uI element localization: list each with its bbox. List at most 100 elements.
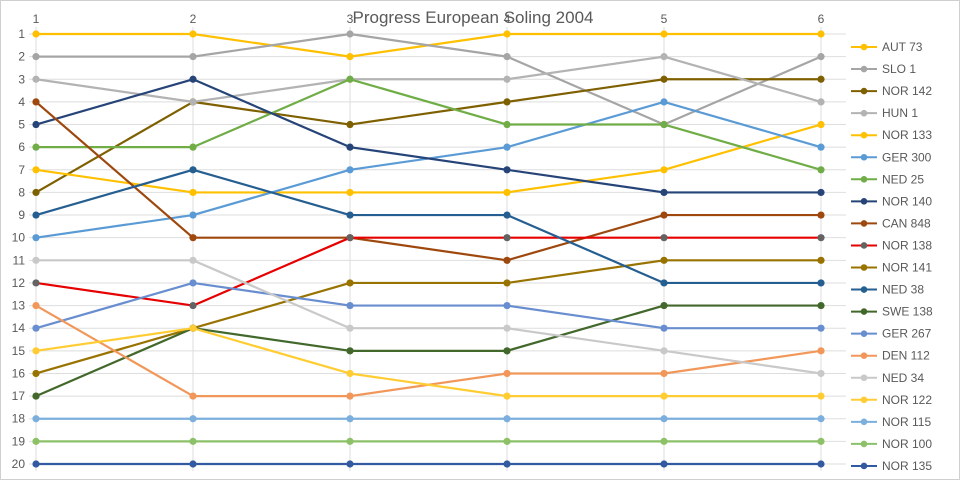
series-point — [346, 460, 354, 468]
legend-item-nor-140: NOR 140 — [851, 194, 932, 208]
series-ned-38 — [32, 166, 825, 287]
series-line — [35, 123, 822, 194]
y-tick-label: 5 — [18, 118, 25, 132]
y-tick-label: 2 — [18, 50, 25, 64]
legend-item-ned-34: NED 34 — [851, 371, 924, 385]
series-point — [32, 437, 40, 445]
series-point — [189, 211, 197, 219]
series-point — [660, 211, 668, 219]
legend-marker-dot — [860, 352, 868, 360]
legend-marker-dot — [860, 198, 868, 205]
legend-item-hun-1: HUN 1 — [851, 106, 918, 120]
series-nor-135 — [32, 460, 825, 468]
y-tick-label: 12 — [12, 276, 26, 290]
series-point — [660, 53, 668, 61]
legend-item-ned-38: NED 38 — [851, 283, 924, 297]
series-point — [346, 53, 354, 61]
legend-item-nor-133: NOR 133 — [851, 128, 932, 142]
series-point — [189, 234, 197, 242]
legend-marker-dot — [860, 330, 868, 337]
legend-label: NOR 135 — [882, 459, 932, 473]
series-point — [817, 120, 825, 129]
series-point — [660, 415, 668, 423]
series-point — [503, 324, 511, 332]
series-point — [503, 120, 511, 129]
series-ned-34 — [32, 256, 825, 378]
series-point — [817, 211, 825, 219]
series-point — [189, 460, 197, 468]
series-point — [32, 143, 40, 151]
series-point — [503, 347, 511, 355]
legend-marker-dot — [860, 418, 868, 426]
series-point — [660, 392, 668, 400]
series-point — [503, 234, 511, 242]
series-line — [35, 327, 821, 398]
series-point — [346, 369, 354, 378]
series-point — [346, 143, 354, 151]
series-point — [817, 301, 825, 310]
series-line — [35, 304, 821, 398]
series-point — [189, 324, 197, 332]
series-point — [817, 98, 825, 106]
series-point — [503, 369, 511, 378]
legend-marker-dot — [860, 153, 868, 161]
y-tick-label: 11 — [13, 253, 26, 267]
series-ned-25 — [32, 75, 825, 174]
series-point — [503, 98, 511, 106]
series-point — [660, 301, 668, 310]
legend-label: NED 34 — [882, 371, 924, 385]
series-point — [346, 166, 354, 174]
series-point — [346, 392, 354, 400]
series-point — [817, 347, 825, 355]
series-point — [32, 347, 40, 355]
series-line — [35, 168, 821, 285]
legend-label: GER 300 — [882, 150, 932, 164]
series-point — [189, 279, 197, 287]
series-point — [189, 30, 197, 38]
y-tick-label: 15 — [12, 344, 26, 358]
series-point — [346, 75, 354, 83]
y-tick-label: 3 — [18, 72, 25, 86]
series-point — [32, 234, 40, 242]
x-tick-label: 1 — [33, 12, 40, 26]
series-point — [32, 211, 40, 219]
series-point — [660, 279, 668, 287]
legend-marker-dot — [860, 87, 868, 95]
series-point — [32, 188, 40, 197]
legend-label: NED 38 — [882, 283, 924, 297]
series-point — [189, 98, 197, 106]
x-tick-label: 5 — [661, 12, 668, 26]
y-tick-label: 20 — [12, 457, 26, 471]
series-point — [817, 256, 825, 264]
series-point — [346, 279, 354, 287]
series-point — [32, 98, 40, 106]
legend-item-nor-100: NOR 100 — [851, 437, 932, 451]
series-point — [346, 301, 354, 310]
legend-label: AUT 73 — [882, 40, 923, 54]
y-tick-label: 14 — [12, 321, 26, 335]
series-point — [32, 369, 40, 378]
series-point — [32, 75, 40, 83]
legend-marker-dot — [860, 242, 868, 249]
series-point — [189, 75, 197, 83]
legend-marker-dot — [860, 396, 868, 404]
legend-label: HUN 1 — [882, 106, 918, 120]
series-line — [35, 101, 821, 262]
x-tick-label: 2 — [190, 12, 197, 26]
series-point — [660, 166, 668, 174]
series-point — [503, 53, 511, 61]
legend-marker-dot — [860, 220, 868, 227]
series-point — [32, 53, 40, 61]
series-point — [660, 188, 668, 197]
series-point — [817, 437, 825, 445]
series-point — [817, 188, 825, 197]
y-tick-label: 4 — [18, 95, 25, 109]
series-nor-140 — [32, 75, 825, 197]
series-point — [817, 53, 825, 61]
series-point — [346, 437, 354, 445]
series-point — [660, 120, 668, 129]
series-point — [189, 301, 197, 310]
